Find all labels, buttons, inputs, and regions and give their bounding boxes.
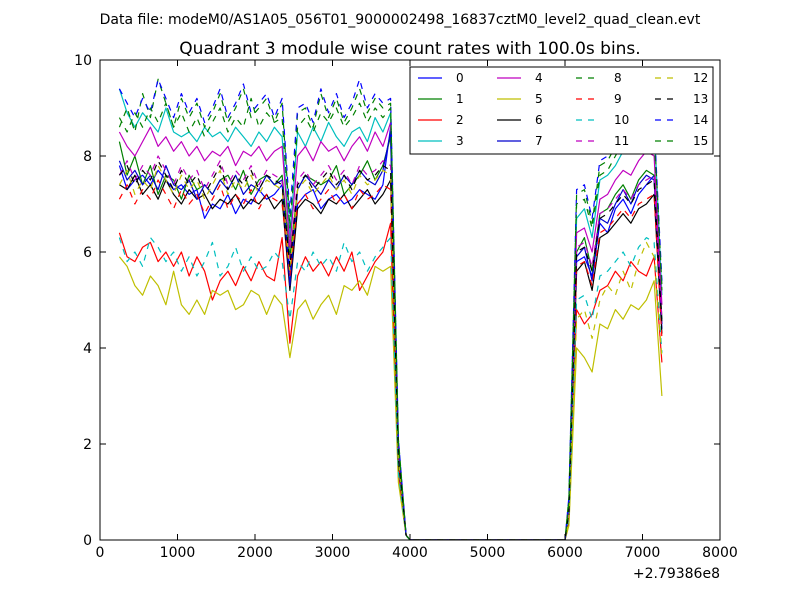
legend-label-10: 10 — [614, 113, 629, 127]
x-axis: 0 1000 2000 3000 4000 5000 6000 7000 8000 — [96, 60, 738, 561]
legend-label-14: 14 — [693, 113, 708, 127]
x-tick-label: 0 — [96, 545, 105, 561]
chart-title: Quadrant 3 module wise count rates with … — [179, 39, 640, 59]
series-4-line — [118, 121, 663, 540]
series-7-line — [118, 131, 663, 540]
y-tick-label: 10 — [74, 53, 92, 69]
x-tick-label: 3000 — [315, 545, 351, 561]
legend-label-2: 2 — [456, 113, 464, 127]
y-tick-label: 8 — [83, 149, 92, 165]
x-tick-label: 5000 — [470, 545, 506, 561]
series-8-line — [118, 78, 663, 540]
legend-box — [409, 66, 714, 155]
legend-label-12: 12 — [693, 71, 708, 85]
legend-label-7: 7 — [535, 134, 543, 148]
legend-label-5: 5 — [535, 92, 543, 106]
legend-label-15: 15 — [693, 134, 708, 148]
x-tick-label: 2000 — [237, 545, 273, 561]
x-tick-label: 8000 — [702, 545, 738, 561]
x-tick-label: 4000 — [392, 545, 428, 561]
series-10-line — [118, 237, 663, 540]
series-layer — [118, 78, 663, 540]
x-tick-label: 6000 — [547, 545, 583, 561]
legend-label-1: 1 — [456, 92, 464, 106]
legend-label-13: 13 — [693, 92, 708, 106]
y-tick-label: 4 — [83, 341, 92, 357]
series-14-line — [118, 78, 663, 540]
series-2-line — [118, 222, 663, 540]
legend-label-9: 9 — [614, 92, 622, 106]
series-5-line — [118, 256, 663, 540]
series-11-line — [118, 155, 663, 540]
series-13-line — [118, 160, 663, 540]
legend-label-6: 6 — [535, 113, 543, 127]
x-tick-label: 7000 — [625, 545, 661, 561]
series-6-line — [119, 174, 663, 540]
legend-label-8: 8 — [614, 71, 622, 85]
y-tick-label: 0 — [83, 533, 92, 549]
x-axis-offset-label: +2.79386e8 — [633, 566, 720, 582]
x-tick-label: 1000 — [160, 545, 196, 561]
y-tick-label: 2 — [83, 437, 92, 453]
y-tick-label: 6 — [83, 245, 92, 261]
series-15-line — [118, 97, 663, 540]
legend-label-0: 0 — [456, 71, 464, 85]
legend-label-11: 11 — [614, 134, 629, 148]
legend-label-3: 3 — [456, 134, 464, 148]
legend-label-4: 4 — [535, 71, 543, 85]
series-9-line — [118, 179, 663, 540]
series-12-line — [118, 165, 663, 540]
figure-suptitle: Data file: modeM0/AS1A05_056T01_90000024… — [100, 12, 701, 28]
